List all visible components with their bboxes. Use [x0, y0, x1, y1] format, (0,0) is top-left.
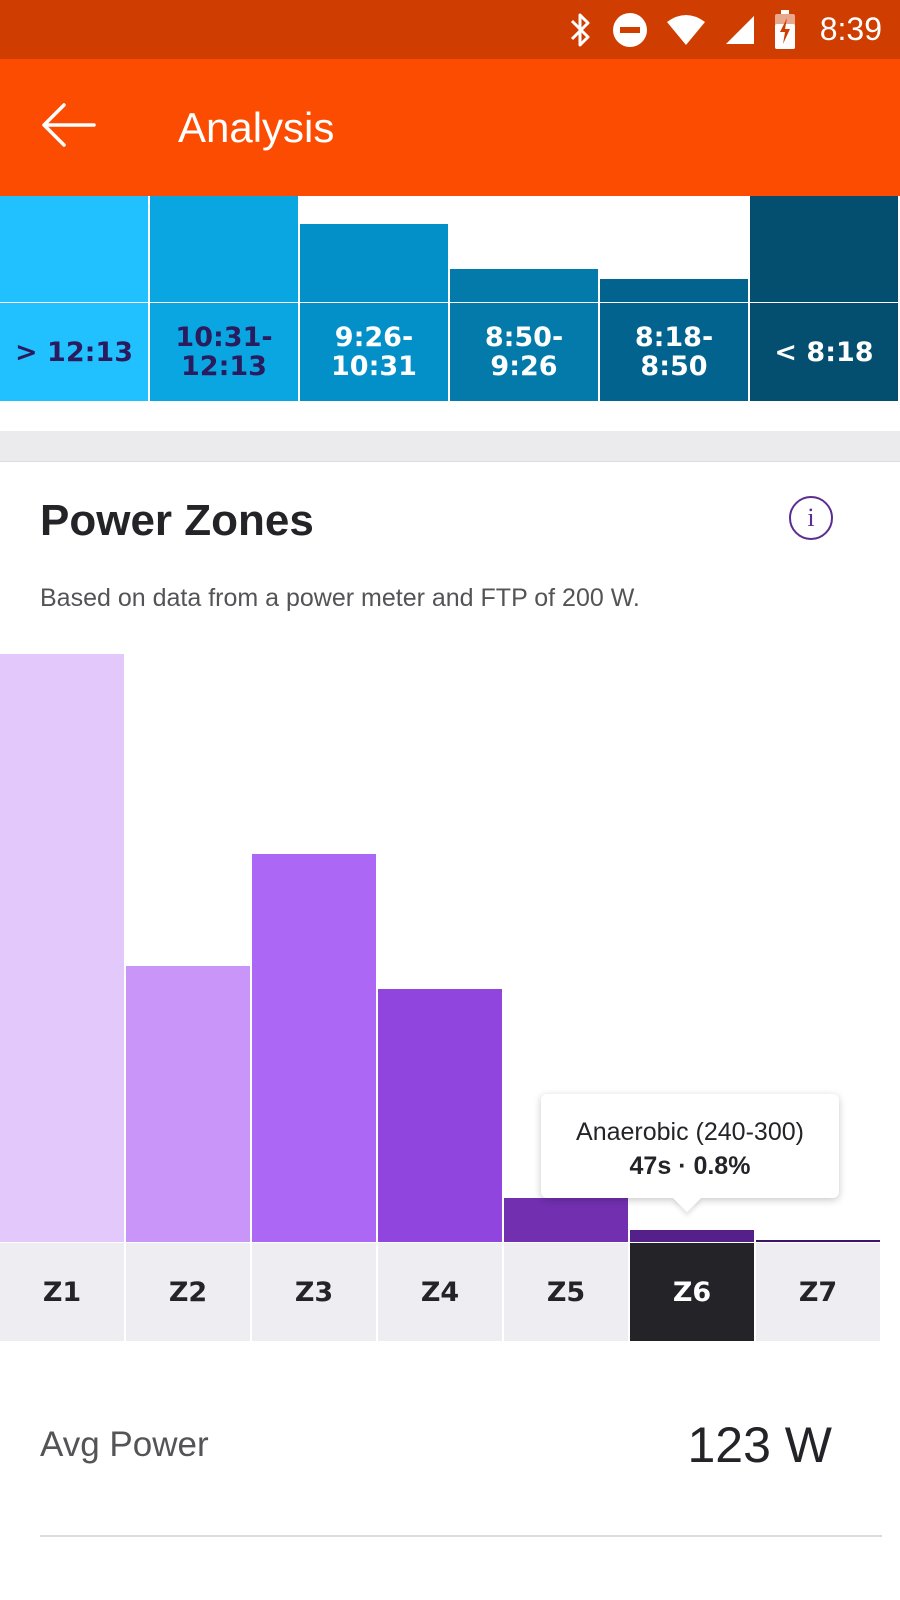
- status-icons: 8:39: [568, 0, 882, 59]
- wifi-icon: [666, 14, 706, 46]
- pace-zone-label[interactable]: 8:18- 8:50: [600, 303, 748, 401]
- power-zone-bar-z1[interactable]: [0, 654, 124, 1242]
- pace-zones-chart: [0, 196, 900, 302]
- do-not-disturb-icon: [612, 12, 648, 48]
- pace-zone-bar: [450, 269, 598, 302]
- status-time: 8:39: [819, 11, 882, 47]
- pace-zone-bar: [600, 279, 748, 302]
- pace-zone-bar: [300, 224, 448, 302]
- cellular-signal-icon: [724, 14, 756, 46]
- zone-tab-z7[interactable]: Z7: [756, 1243, 880, 1341]
- app-bar: Analysis: [0, 59, 900, 196]
- zone-tab-z5[interactable]: Z5: [504, 1243, 628, 1341]
- page-title: Analysis: [178, 104, 335, 151]
- tooltip-value: 47s · 0.8%: [629, 1152, 751, 1180]
- pace-zone-bar: [150, 196, 298, 302]
- tooltip-title: Anaerobic (240-300): [576, 1118, 804, 1146]
- zone-tab-z4[interactable]: Z4: [378, 1243, 502, 1341]
- pace-zones-labels: > 12:13 10:31- 12:13 9:26- 10:31 8:50- 9:26…: [0, 303, 900, 401]
- avg-power-value: 123 W: [687, 1417, 832, 1473]
- pace-zone-bar: [750, 196, 898, 302]
- section-description: Based on data from a power meter and FTP…: [40, 584, 640, 612]
- info-icon[interactable]: i: [789, 496, 833, 540]
- zone-tab-z1[interactable]: Z1: [0, 1243, 124, 1341]
- pace-zone-bar: [0, 196, 148, 302]
- zone-tab-z6[interactable]: Z6: [630, 1243, 754, 1341]
- list-divider: [40, 1535, 882, 1537]
- zone-tab-z3[interactable]: Z3: [252, 1243, 376, 1341]
- power-zones-chart: [0, 640, 900, 1242]
- zone-tooltip: Anaerobic (240-300) 47s · 0.8%: [541, 1094, 839, 1213]
- pace-zone-label[interactable]: 8:50- 9:26: [450, 303, 598, 401]
- section-title: Power Zones: [40, 496, 314, 545]
- power-zone-bar-z5[interactable]: [504, 1198, 628, 1242]
- pace-zone-label[interactable]: > 12:13: [0, 303, 148, 401]
- status-bar: 8:39: [0, 0, 900, 59]
- power-zone-bar-z4[interactable]: [378, 989, 502, 1242]
- pace-zone-label[interactable]: 9:26- 10:31: [300, 303, 448, 401]
- power-zone-bar-z2[interactable]: [126, 966, 250, 1242]
- zone-tabs: Z1 Z2 Z3 Z4 Z5 Z6 Z7: [0, 1243, 900, 1341]
- power-zone-bar-z7[interactable]: [756, 1240, 880, 1242]
- power-zone-bar-z6[interactable]: [630, 1230, 754, 1242]
- avg-power-label: Avg Power: [40, 1425, 209, 1464]
- section-divider: [0, 431, 900, 462]
- zone-tab-z2[interactable]: Z2: [126, 1243, 250, 1341]
- arrow-left-icon: [40, 102, 96, 152]
- bluetooth-icon: [568, 11, 594, 49]
- battery-charging-icon: [774, 9, 796, 50]
- power-zone-bar-z3[interactable]: [252, 854, 376, 1242]
- pace-zone-label[interactable]: 10:31- 12:13: [150, 303, 298, 401]
- pace-zone-label[interactable]: < 8:18: [750, 303, 898, 401]
- back-button[interactable]: [30, 95, 106, 159]
